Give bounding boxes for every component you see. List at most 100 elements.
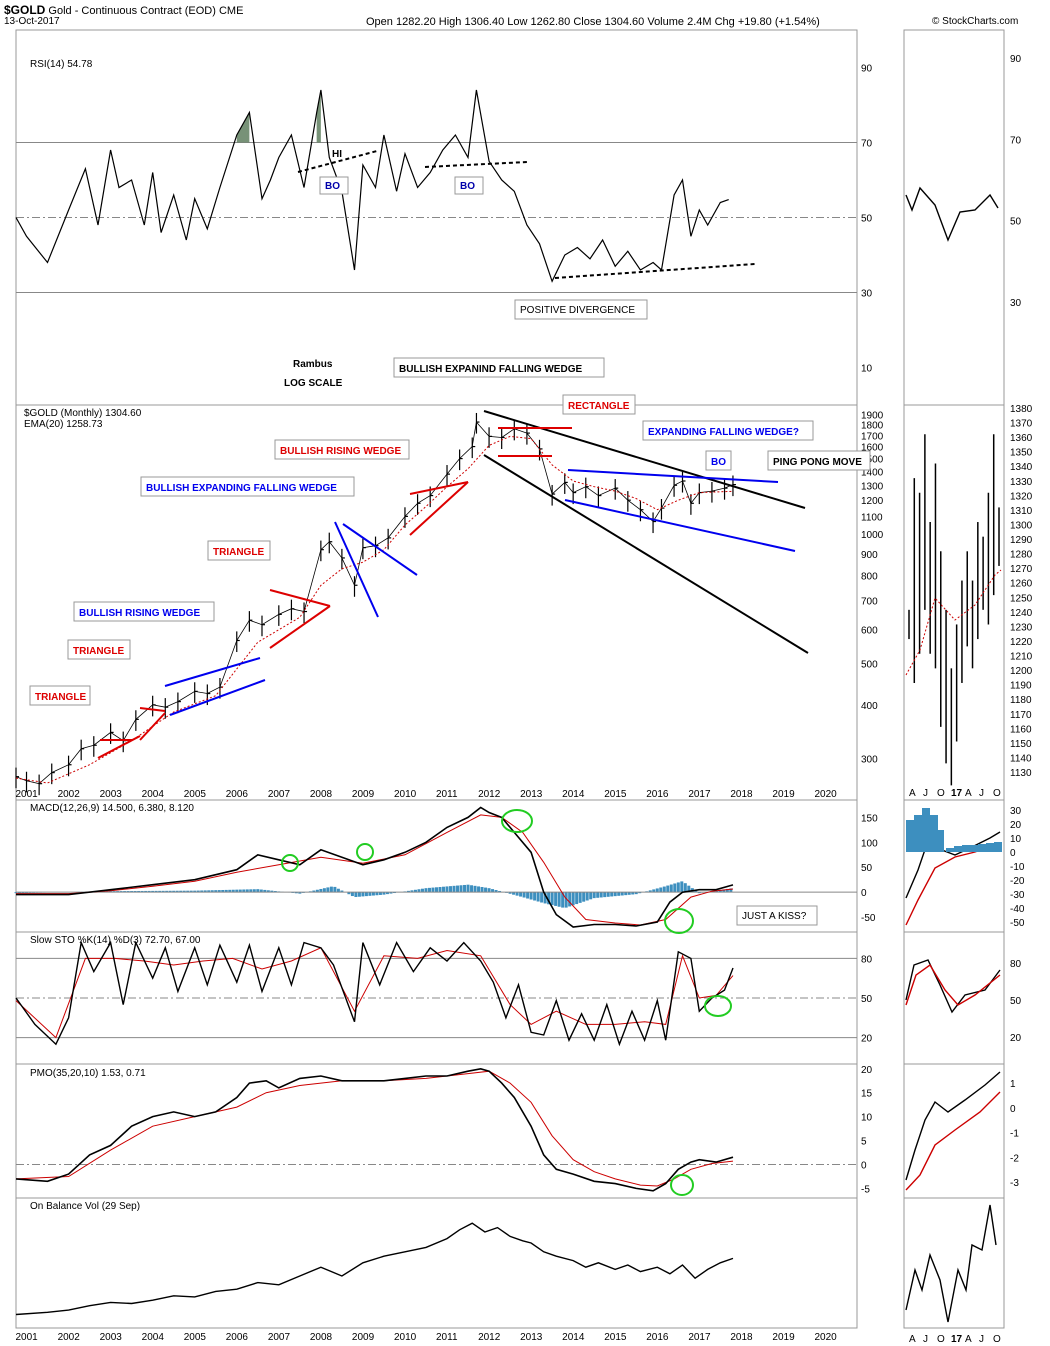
- macd-histogram-bar: [491, 889, 495, 893]
- zoom-sto-k: [905, 959, 1001, 1014]
- pattern-label: TRIANGLE: [213, 547, 264, 558]
- rsi-hi-label: HI: [332, 149, 342, 160]
- macd-histogram-bar: [536, 892, 540, 902]
- pattern-trendline: [409, 481, 469, 495]
- pattern-label-box: [140, 476, 355, 497]
- macd-histogram-bar: [659, 887, 663, 893]
- macd-histogram-bar: [568, 892, 572, 907]
- x-tick-label: 2020: [814, 789, 837, 800]
- zoom-macd-histogram-bar: [954, 846, 962, 852]
- highlight-circle: [356, 843, 374, 861]
- zoom-pmo-line: [905, 1071, 1001, 1181]
- macd-histogram-bar: [487, 888, 491, 893]
- zoom-x-tick-bottom: O: [993, 1334, 1001, 1345]
- macd-histogram-bar: [596, 892, 600, 898]
- macd-histogram-bar: [144, 890, 148, 893]
- macd-histogram-bar: [463, 884, 467, 893]
- y-tick-label-pmo: 10: [861, 1113, 873, 1124]
- macd-histogram-bar: [389, 892, 393, 894]
- macd-histogram-bar: [522, 892, 526, 898]
- zoom-x-tick: A: [965, 788, 972, 799]
- macd-histogram-bar: [683, 883, 687, 893]
- zoom-tick-label-macd: -50: [1010, 918, 1025, 929]
- pattern-label: RECTANGLE: [568, 401, 630, 412]
- macd-histogram-bar: [189, 890, 193, 893]
- zoom-tick-label-price: 1240: [1010, 608, 1033, 619]
- macd-histogram-bar: [543, 892, 547, 904]
- x-tick-label: 2001: [16, 789, 39, 800]
- y-tick-label-pmo: 0: [861, 1161, 867, 1172]
- macd-histogram-bar: [624, 892, 628, 896]
- zoom-macd-histogram-bar: [938, 830, 944, 852]
- y-tick-label-price: 1200: [861, 496, 884, 507]
- x-tick-label-bottom: 2006: [226, 1332, 249, 1343]
- y-tick-label-stochastic: 20: [861, 1034, 873, 1045]
- macd-histogram-bar: [231, 889, 235, 893]
- ema-line: [15, 435, 734, 784]
- y-tick-label-price: 1000: [861, 530, 884, 541]
- pattern-label: PING PONG MOVE: [773, 457, 862, 468]
- zoom-tick-label-sto: 80: [1010, 959, 1022, 970]
- y-tick-label-price: 400: [861, 701, 878, 712]
- y-tick-label-macd: 50: [861, 863, 873, 874]
- panel-label-pmo: PMO(35,20,10) 1.53, 0.71: [30, 1068, 146, 1079]
- zoom-tick-label-price: 1280: [1010, 550, 1033, 561]
- macd-histogram-bar: [473, 885, 477, 893]
- macd-histogram-bar: [508, 892, 512, 894]
- macd-histogram-bar: [582, 892, 586, 902]
- rsi-trendline-2: [424, 161, 528, 168]
- pattern-label-box: [705, 450, 732, 471]
- macd-histogram-bar: [512, 892, 516, 895]
- macd-histogram-bar: [652, 889, 656, 893]
- macd-histogram-bar: [669, 884, 673, 893]
- macd-histogram-bar: [312, 890, 316, 893]
- rsi-bo-label-2: BO: [460, 181, 475, 192]
- macd-histogram-bar: [158, 890, 162, 893]
- zoom-tick-label-macd: -20: [1010, 876, 1025, 887]
- chart-date: 13-Oct-2017: [4, 16, 60, 27]
- macd-histogram-bar: [606, 892, 610, 897]
- macd-histogram-bar: [676, 882, 680, 893]
- macd-histogram-bar: [137, 890, 141, 893]
- x-tick-label-bottom: 2004: [142, 1332, 165, 1343]
- macd-histogram-bar: [263, 889, 267, 893]
- zoom-tick-label-price: 1340: [1010, 462, 1033, 473]
- x-tick-label-bottom: 2015: [604, 1332, 627, 1343]
- zoom-tick-label-price: 1160: [1010, 724, 1032, 735]
- x-tick-label: 2004: [142, 789, 165, 800]
- zoom-tick-label-price: 1210: [1010, 652, 1033, 663]
- macd-histogram-bar: [350, 892, 354, 897]
- x-tick-label-bottom: 2016: [646, 1332, 669, 1343]
- x-tick-label-bottom: 2020: [814, 1332, 837, 1343]
- macd-histogram-bar: [564, 892, 568, 908]
- rsi-overbought-fill: [236, 112, 250, 143]
- zoom-tick-label-price: 1190: [1010, 681, 1032, 692]
- macd-histogram-bar: [435, 887, 438, 893]
- zoom-tick-label-price: 1360: [1010, 433, 1033, 444]
- x-tick-label: 2017: [688, 789, 711, 800]
- x-tick-label-bottom: 2009: [352, 1332, 375, 1343]
- x-tick-label: 2007: [268, 789, 291, 800]
- zoom-tick-label-price: 1130: [1010, 768, 1032, 779]
- x-tick-label-bottom: 2010: [394, 1332, 417, 1343]
- x-tick-label: 2014: [562, 789, 585, 800]
- zoom-tick-label-price: 1330: [1010, 477, 1033, 488]
- macd-histogram-bar: [561, 892, 565, 908]
- zoom-tick-label-price: 1220: [1010, 637, 1033, 648]
- macd-histogram-bar: [655, 888, 659, 893]
- pattern-label-box: [274, 439, 410, 460]
- zoom-tick-label-price: 1320: [1010, 491, 1033, 502]
- x-tick-label: 2010: [394, 789, 417, 800]
- macd-histogram-bar: [228, 889, 232, 893]
- macd-histogram-bar: [680, 881, 684, 893]
- macd-histogram-bar: [603, 892, 607, 898]
- macd-histogram-bar: [270, 890, 274, 893]
- macd-histogram-bar: [123, 891, 127, 893]
- pattern-label-box: [767, 450, 871, 471]
- macd-histogram-bar: [694, 890, 698, 893]
- macd-histogram-bar: [424, 888, 428, 893]
- pattern-label-box: [562, 394, 636, 415]
- macd-histogram-bar: [515, 892, 519, 896]
- macd-histogram-bar: [203, 890, 207, 893]
- x-tick-label-bottom: 2013: [520, 1332, 543, 1343]
